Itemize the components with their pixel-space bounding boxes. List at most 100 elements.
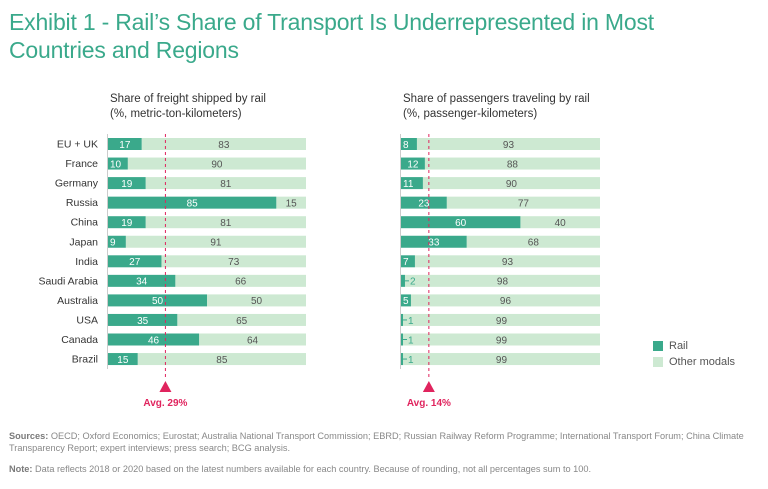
- freight-bar-other: [161, 255, 306, 268]
- freight-bar-rail: [108, 157, 128, 170]
- freight-other-value-label: 65: [236, 316, 248, 327]
- freight-rail-value-label: 50: [152, 296, 164, 307]
- passenger-other-value-label: 99: [496, 316, 508, 327]
- passenger-bar-rail: [401, 294, 411, 307]
- legend-swatch-rail: [653, 341, 663, 351]
- freight-bar-other: [276, 196, 306, 209]
- passenger-bar-rail: [401, 274, 405, 287]
- passenger-bar-other: [404, 274, 600, 287]
- passenger-bar-other: [416, 138, 600, 150]
- passenger-bar-rail: [401, 177, 423, 190]
- passenger-bar-other: [402, 313, 600, 326]
- category-label: Brazil: [72, 354, 98, 366]
- passenger-bar-other: [424, 157, 600, 170]
- legend-swatch-other: [653, 357, 663, 367]
- legend-item-rail: Rail: [653, 338, 735, 354]
- passenger-bar-rail: [401, 353, 403, 366]
- legend-label-other: Other modals: [669, 356, 736, 368]
- passenger-other-value-label: 99: [496, 335, 508, 346]
- passenger-other-value-label: 99: [496, 355, 508, 366]
- freight-bar-rail: [108, 294, 207, 307]
- legend-item-other: Other modals: [653, 354, 735, 370]
- category-label: Germany: [55, 178, 99, 190]
- passenger-subtitle: (%, passenger-kilometers): [403, 108, 538, 120]
- passenger-rail-value-label: 2: [410, 277, 416, 288]
- freight-other-value-label: 85: [216, 355, 228, 366]
- passenger-bar-other: [410, 294, 600, 307]
- passenger-average-marker: [422, 381, 435, 392]
- freight-rail-value-label: 35: [137, 316, 149, 327]
- category-label: India: [75, 256, 98, 268]
- passenger-other-value-label: 93: [502, 257, 514, 268]
- freight-rail-value-label: 34: [136, 277, 148, 288]
- passenger-rail-value-label: 11: [403, 179, 414, 190]
- passenger-rail-value-label: 7: [403, 257, 409, 268]
- freight-other-value-label: 64: [247, 335, 259, 346]
- freight-subtitle: (%, metric-ton-kilometers): [110, 108, 242, 120]
- freight-rail-value-label: 15: [117, 355, 129, 366]
- passenger-bar-other: [422, 177, 600, 190]
- passenger-other-value-label: 40: [555, 218, 567, 229]
- passenger-bar-rail: [401, 255, 415, 268]
- passenger-bar-rail: [401, 196, 447, 209]
- freight-other-value-label: 91: [210, 238, 222, 249]
- passenger-bar-other: [520, 216, 600, 229]
- passenger-rail-value-label: 23: [418, 198, 430, 209]
- passenger-average-label: Avg. 14%: [407, 398, 451, 409]
- passenger-title: Share of passengers traveling by rail: [403, 93, 590, 105]
- legend-label-rail: Rail: [669, 340, 688, 352]
- passenger-bar-rail: [401, 216, 521, 229]
- category-label: EU + UK: [57, 139, 98, 151]
- freight-bar-other: [125, 235, 306, 248]
- freight-rail-value-label: 85: [187, 198, 199, 209]
- freight-bar-rail: [108, 216, 146, 229]
- note-text: Data reflects 2018 or 2020 based on the …: [32, 464, 592, 474]
- sources-footnote: Sources: OECD; Oxford Economics; Eurosta…: [9, 430, 759, 454]
- freight-rail-value-label: 19: [121, 179, 133, 190]
- freight-average-marker: [159, 381, 172, 392]
- freight-bar-other: [127, 157, 306, 170]
- passenger-rail-value-label: 1: [408, 355, 414, 366]
- passenger-other-value-label: 98: [497, 277, 509, 288]
- freight-other-value-label: 50: [251, 296, 263, 307]
- passenger-panel-title: Share of passengers traveling by rail (%…: [403, 92, 590, 122]
- freight-bar-rail: [108, 313, 178, 326]
- passenger-rail-value-label: 1: [408, 316, 414, 327]
- freight-bar-rail: [108, 255, 162, 268]
- passenger-other-value-label: 93: [503, 140, 515, 151]
- freight-other-value-label: 83: [218, 140, 230, 151]
- passenger-rail-value-label: 1: [408, 335, 414, 346]
- freight-bar-other: [145, 216, 306, 229]
- freight-other-value-label: 15: [286, 198, 298, 209]
- passenger-bar-rail: [401, 235, 467, 248]
- freight-bar-rail: [108, 353, 138, 366]
- freight-bar-other: [207, 294, 306, 307]
- passenger-rail-value-label: 5: [403, 296, 409, 307]
- category-label: Australia: [57, 295, 98, 307]
- category-label: Canada: [61, 334, 98, 346]
- passenger-bar-rail: [401, 138, 417, 150]
- freight-rail-value-label: 17: [119, 140, 131, 151]
- freight-rail-value-label: 27: [129, 257, 141, 268]
- passenger-bar-other: [466, 235, 600, 248]
- exhibit-title: Exhibit 1 - Rail’s Share of Transport Is…: [9, 9, 654, 63]
- passenger-other-value-label: 77: [518, 198, 530, 209]
- passenger-other-value-label: 68: [528, 238, 540, 249]
- freight-other-value-label: 90: [211, 159, 223, 170]
- category-label: China: [71, 217, 99, 229]
- passenger-other-value-label: 88: [507, 159, 519, 170]
- sources-label: Sources:: [9, 431, 49, 441]
- passenger-bar-other: [402, 333, 600, 346]
- passenger-bar-other: [402, 353, 600, 366]
- freight-bar-rail: [108, 138, 142, 150]
- freight-panel-title: Share of freight shipped by rail (%, met…: [110, 92, 266, 122]
- note-footnote: Note: Data reflects 2018 or 2020 based o…: [9, 463, 759, 475]
- freight-title: Share of freight shipped by rail: [110, 93, 266, 105]
- freight-other-value-label: 66: [235, 277, 247, 288]
- freight-other-value-label: 73: [228, 257, 240, 268]
- note-label: Note:: [9, 464, 33, 474]
- passenger-rail-value-label: 12: [407, 159, 419, 170]
- passenger-rail-value-label: 60: [455, 218, 467, 229]
- freight-bar-rail: [108, 235, 126, 248]
